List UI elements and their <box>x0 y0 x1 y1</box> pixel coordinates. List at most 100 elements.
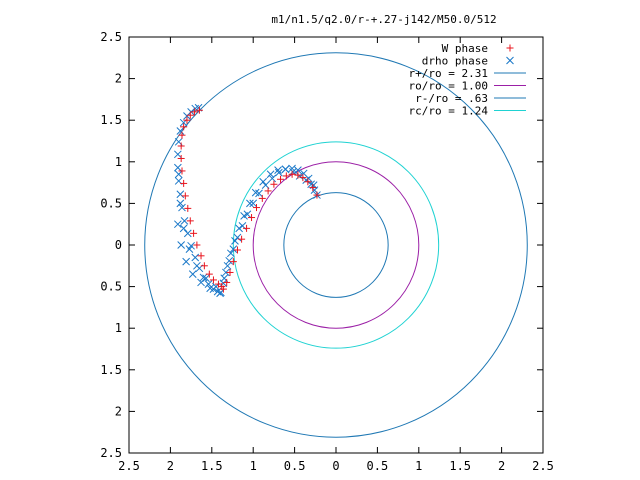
w-phase-point <box>229 258 237 266</box>
drho-phase-point <box>176 127 185 135</box>
x-tick-label: 2 <box>498 459 505 473</box>
drho-phase-point <box>176 190 185 199</box>
legend-marker <box>506 56 514 65</box>
w-phase-point <box>253 204 261 212</box>
drho-phase-point <box>183 229 192 238</box>
w-phase-point <box>178 167 186 175</box>
w-phase-point <box>226 268 234 276</box>
w-phase-point <box>181 192 189 200</box>
reference-circle <box>144 52 528 438</box>
w-phase-series <box>177 106 321 293</box>
x-tick-label: 1 <box>415 459 422 473</box>
w-phase-point <box>214 280 222 288</box>
x-tick-label: 0.5 <box>284 459 306 473</box>
chart-title: m1/n1.5/q2.0/r-+.27-j142/M50.0/512 <box>271 13 496 26</box>
w-phase-point <box>178 131 186 139</box>
y-tick-label: 1.5 <box>100 113 122 127</box>
drho-phase-point <box>249 199 258 208</box>
drho-phase-point <box>299 169 308 178</box>
data-series <box>173 103 321 298</box>
w-phase-point <box>177 142 185 150</box>
drho-phase-point <box>274 166 282 174</box>
w-phase-point <box>304 178 312 186</box>
w-phase-point <box>223 278 231 286</box>
axis-ticks: 2.5 2 1.5 1 0.5 0 0.5 1 1.5 2 2.52.521.510.500.511… <box>100 30 554 473</box>
drho-phase-point <box>177 241 186 249</box>
drho-phase-point <box>216 289 224 298</box>
w-phase-point <box>313 191 321 199</box>
y-tick-label: 1 <box>115 321 122 335</box>
drho-phase-point <box>268 174 277 183</box>
w-phase-point <box>190 229 198 237</box>
x-tick-label: 0.5 <box>367 459 389 473</box>
drho-phase-point <box>197 278 205 287</box>
reference-circles <box>144 52 528 438</box>
legend-label: drho phase <box>422 55 488 68</box>
drho-phase-point <box>199 273 208 282</box>
drho-phase-point <box>225 256 234 265</box>
w-phase-point <box>248 214 256 222</box>
drho-phase-point <box>193 261 201 270</box>
w-phase-point <box>299 174 307 182</box>
drho-phase-point <box>173 220 182 229</box>
w-phase-point <box>193 241 201 249</box>
drho-phase-point <box>251 188 260 197</box>
x-tick-label: 2.5 <box>532 459 554 473</box>
legend-label: r-/ro = .63 <box>415 92 488 105</box>
drho-phase-point <box>202 274 210 283</box>
reference-circle <box>232 141 440 349</box>
w-phase-point <box>288 170 296 178</box>
legend-label: W phase <box>442 42 488 55</box>
drho-phase-point <box>179 224 188 233</box>
drho-phase-point <box>294 166 302 174</box>
drho-phase-point <box>223 261 232 270</box>
w-phase-point <box>309 184 317 192</box>
drho-phase-point <box>185 245 194 254</box>
drho-phase-point <box>173 163 182 172</box>
drho-phase-point <box>188 270 197 278</box>
y-tick-label: 0.5 <box>100 196 122 210</box>
drho-phase-point <box>176 199 185 208</box>
y-tick-label: 1.5 <box>100 363 122 377</box>
x-tick-label: 2 <box>167 459 174 473</box>
w-phase-point <box>190 108 198 116</box>
legend-marker <box>506 44 514 52</box>
w-phase-point <box>264 187 272 195</box>
drho-phase-point <box>174 170 183 179</box>
w-phase-point <box>195 106 203 114</box>
w-phase-point <box>205 270 213 278</box>
drho-phase-point <box>235 224 243 233</box>
w-phase-point <box>184 204 192 212</box>
w-phase-point <box>209 276 217 284</box>
x-tick-label: 1 <box>250 459 257 473</box>
drho-phase-point <box>295 172 304 180</box>
drho-phase-point <box>182 257 190 266</box>
reference-circle <box>252 161 420 329</box>
legend-label: rc/ro = 1.24 <box>409 105 489 118</box>
reference-circle <box>283 192 389 298</box>
drho-phase-point <box>259 177 267 186</box>
w-phase-point <box>177 154 185 162</box>
drho-phase-point <box>178 203 186 212</box>
drho-phase-point <box>222 268 230 277</box>
drho-phase-point <box>204 280 213 288</box>
drho-phase-point <box>231 236 239 245</box>
w-phase-point <box>180 179 188 187</box>
w-phase-point <box>243 224 251 232</box>
drho-phase-point <box>191 253 200 262</box>
drho-phase-point <box>173 150 182 159</box>
w-phase-point <box>258 194 266 202</box>
legend-label: r+/ro = 2.31 <box>409 67 488 80</box>
drho-phase-series <box>173 103 321 298</box>
w-phase-point <box>197 252 205 260</box>
w-phase-point <box>282 172 290 180</box>
x-tick-label: 1.5 <box>201 459 223 473</box>
drho-phase-point <box>275 168 283 177</box>
drho-phase-point <box>180 217 189 225</box>
drho-phase-point <box>233 233 242 242</box>
drho-phase-point <box>240 212 248 220</box>
w-phase-point <box>183 116 191 124</box>
drho-phase-point <box>246 199 254 208</box>
w-phase-point <box>233 246 241 254</box>
legend-label: ro/ro = 1.00 <box>409 80 488 93</box>
